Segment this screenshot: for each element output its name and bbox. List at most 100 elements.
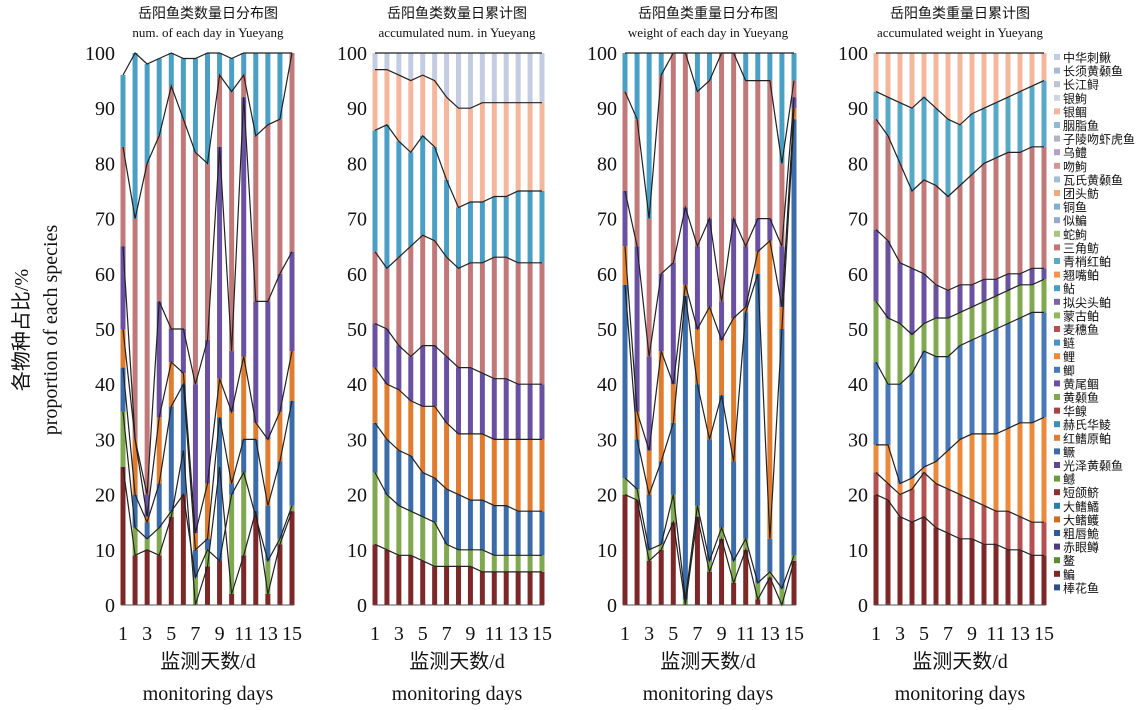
bar-segment bbox=[120, 246, 126, 329]
legend-swatch bbox=[1054, 122, 1060, 128]
bar-segment bbox=[205, 483, 210, 539]
y-tick-label: 20 bbox=[347, 485, 367, 507]
bar-segment bbox=[503, 571, 509, 605]
bar-segment bbox=[767, 240, 773, 539]
bar-segment bbox=[755, 80, 761, 219]
bar-segment bbox=[1017, 273, 1023, 285]
legend-label: 吻鮈 bbox=[1063, 160, 1087, 174]
bar-segment bbox=[265, 124, 271, 302]
legend-label: 鲇 bbox=[1063, 282, 1075, 296]
bar-segment bbox=[372, 251, 378, 324]
bar-segment bbox=[432, 345, 438, 407]
bar-segment bbox=[120, 467, 126, 605]
bar-segment bbox=[658, 273, 664, 352]
series-boundary-line bbox=[875, 494, 1044, 556]
bar-segment bbox=[646, 560, 652, 605]
series-boundary-line bbox=[122, 367, 293, 552]
legend-swatch bbox=[1054, 502, 1060, 509]
legend-label: 三角鲂 bbox=[1063, 241, 1099, 255]
bar-segment bbox=[396, 141, 402, 258]
legend-label: 胭脂鱼 bbox=[1063, 118, 1099, 133]
bar-segment bbox=[467, 262, 473, 368]
bar-segment bbox=[933, 53, 939, 109]
bar-segment bbox=[873, 494, 879, 605]
bar-segment bbox=[229, 483, 235, 495]
bar-segment bbox=[646, 356, 652, 451]
x-tick-label: 7 bbox=[190, 623, 200, 645]
y-tick-label: 10 bbox=[95, 540, 115, 562]
bar-segment bbox=[981, 279, 987, 302]
bar-segment bbox=[372, 130, 378, 252]
x-tick-label: 11 bbox=[736, 623, 755, 645]
legend-label: 红鳍原鲌 bbox=[1063, 431, 1111, 446]
bar-segment bbox=[432, 566, 438, 605]
bar-segment bbox=[384, 329, 390, 385]
bar-segment bbox=[120, 329, 126, 368]
bar-segment bbox=[192, 152, 198, 385]
bar-segment bbox=[527, 191, 533, 263]
panel-2-xlabel-en: monitoring days bbox=[392, 683, 523, 705]
bar-segment bbox=[945, 290, 951, 318]
bar-segment bbox=[767, 218, 773, 241]
bar-segment bbox=[253, 439, 259, 517]
bar-segment bbox=[969, 433, 975, 501]
bar-segment bbox=[253, 53, 259, 136]
bar-segment bbox=[503, 53, 509, 103]
bar-segment bbox=[491, 196, 497, 258]
bar-segment bbox=[444, 356, 450, 423]
y-tick-label: 100 bbox=[587, 43, 617, 65]
bar-segment bbox=[456, 268, 461, 368]
bar-segment bbox=[1029, 86, 1035, 147]
bar-segment bbox=[885, 240, 891, 318]
legend-label: 赤眼鳟 bbox=[1063, 541, 1099, 555]
legend-label: 子陵吻虾虎鱼 bbox=[1063, 133, 1135, 147]
bar-segment bbox=[192, 58, 198, 153]
bar-segment bbox=[479, 262, 485, 374]
x-tick-label: 7 bbox=[442, 623, 452, 645]
bar-segment bbox=[755, 251, 761, 274]
bar-segment bbox=[384, 439, 390, 495]
series-boundary-line bbox=[624, 52, 795, 219]
bar-segment bbox=[634, 53, 640, 120]
y-tick-label: 0 bbox=[105, 595, 115, 617]
bar-segment bbox=[993, 295, 999, 329]
bar-segment bbox=[527, 102, 533, 191]
legend-swatch bbox=[1054, 108, 1060, 115]
x-tick-label: 11 bbox=[485, 623, 504, 645]
series-boundary-line bbox=[374, 472, 542, 556]
legend-label: 鳜 bbox=[1063, 445, 1075, 459]
bar-segment bbox=[1005, 323, 1011, 429]
bar-segment bbox=[265, 301, 271, 440]
bar-segment bbox=[396, 345, 402, 390]
bar-segment bbox=[396, 450, 402, 506]
bar-segment bbox=[957, 345, 963, 440]
panel-3-xlabel-en: monitoring days bbox=[643, 683, 774, 705]
bar-segment bbox=[897, 262, 903, 324]
bar-segment bbox=[646, 218, 652, 357]
panel-3-title-cn: 岳阳鱼类重量日分布图 bbox=[638, 5, 778, 22]
bar-segment bbox=[1005, 428, 1011, 512]
bar-segment bbox=[515, 439, 521, 512]
bar-segment bbox=[372, 367, 378, 423]
series-boundary-line bbox=[875, 118, 1044, 198]
series-boundary-line bbox=[122, 450, 293, 606]
legend-label: 鲤 bbox=[1063, 350, 1075, 364]
panel-2-xlabel-cn: 监测天数/d bbox=[409, 650, 505, 673]
bar-segment bbox=[144, 163, 150, 495]
bar-segment bbox=[444, 179, 450, 258]
bar-segment bbox=[1017, 317, 1023, 423]
legend-label: 棒花鱼 bbox=[1063, 580, 1099, 595]
bar-segment bbox=[767, 571, 773, 578]
bar-segment bbox=[1029, 268, 1035, 285]
bar-segment bbox=[420, 516, 426, 561]
bar-segment bbox=[539, 262, 545, 385]
y-tick-label: 70 bbox=[597, 209, 617, 231]
bar-segment bbox=[527, 53, 533, 103]
x-tick-label: 9 bbox=[215, 623, 225, 645]
y-tick-label: 100 bbox=[838, 43, 868, 65]
bar-segment bbox=[731, 53, 737, 219]
legend-label: 大鳍鱊 bbox=[1063, 500, 1099, 514]
